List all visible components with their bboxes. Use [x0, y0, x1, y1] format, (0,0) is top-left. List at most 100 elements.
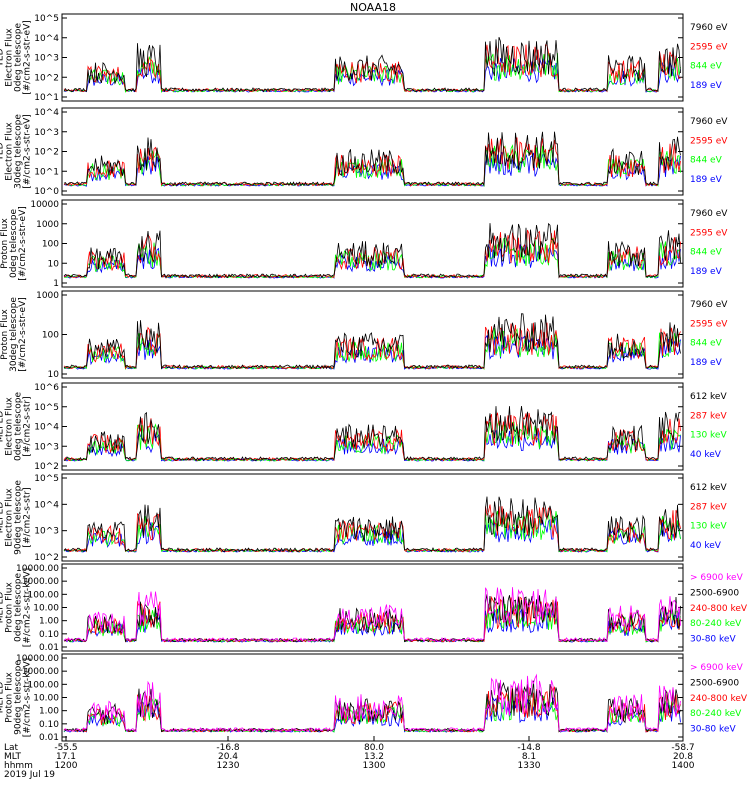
y-tick-label: 10.00: [33, 694, 59, 704]
legend-entry: 40 keV: [690, 450, 722, 460]
x-tick-label-mlt: 8.1: [522, 752, 536, 762]
x-row-label: MLT: [4, 752, 22, 762]
y-tick-label: 10^6: [34, 383, 59, 393]
x-tick-label-hhmm: 1330: [518, 761, 541, 771]
y-tick-label: 1000: [36, 220, 59, 230]
legend-entry: 844 eV: [690, 62, 723, 72]
legend-entry: 2595 eV: [690, 42, 728, 52]
y-tick-label: 100.00: [28, 680, 60, 690]
legend-entry: 2595 eV: [690, 136, 728, 146]
y-axis-label: MEPEDElectron Flux90deg telescope[#/cm2-…: [0, 480, 33, 555]
y-tick-label: 0.01: [39, 733, 59, 743]
series-trace-black: [63, 496, 681, 553]
y-tick-label: 10^3: [34, 527, 59, 537]
legend-entry: 130 keV: [690, 431, 727, 441]
y-tick-label: 10000.00: [16, 654, 59, 664]
legend-entry: 7960 eV: [690, 117, 728, 127]
series-trace-green: [63, 144, 681, 188]
y-axis-label: Proton Flux0deg telescope[#/cm2-s-str-eV…: [0, 206, 28, 281]
legend-entry: 80-240 keV: [690, 709, 742, 719]
panel-8: 0.01 0.10 1.00 10.00 100.00 1000.00 10000.00ME…: [0, 653, 748, 743]
panel-frame: [61, 107, 684, 196]
panel-frame: [61, 382, 684, 471]
y-tick-label: 1000.00: [22, 667, 59, 677]
x-tick-label-lat: -55.5: [54, 743, 77, 753]
x-tick-label-mlt: 13.2: [364, 752, 384, 762]
series-trace-black: [63, 313, 681, 370]
y-tick-label: 10: [48, 259, 60, 269]
legend-entry: 189 eV: [690, 175, 723, 185]
legend-entry: 40 keV: [690, 541, 722, 551]
y-tick-label: 0.10: [39, 630, 59, 640]
panel-7: 0.01 0.10 1.00 10.00 100.00 1000.00 10000.00ME…: [0, 563, 748, 653]
y-tick-label: 10^2: [34, 553, 59, 563]
y-tick-label: 10^4: [34, 34, 59, 44]
series-trace-blue: [63, 517, 681, 553]
y-tick-label: 100: [42, 240, 59, 250]
y-tick-label: 10^3: [34, 442, 59, 452]
legend-entry: 130 keV: [690, 522, 727, 532]
chart-title: NOAA18: [350, 1, 396, 14]
x-tick-label-mlt: 17.1: [56, 752, 76, 762]
y-axis-label: MEPEDProton Flux0deg telescope[#/cm2-s-s…: [0, 568, 33, 647]
y-tick-label: 10^2: [34, 148, 59, 158]
series-trace-magenta: [63, 587, 681, 643]
series-trace-black: [64, 406, 681, 462]
y-axis-label: MEPEDElectron Flux0deg telescope[#/cm2-s…: [0, 392, 33, 462]
series-trace-blue: [63, 427, 681, 462]
y-tick-label: 0.01: [39, 643, 59, 653]
x-row-label: Lat: [4, 743, 19, 753]
x-row-label: 2019 Jul 19: [4, 770, 55, 780]
x-tick-label-lat: -58.7: [671, 743, 694, 753]
legend-entry: 844 eV: [690, 156, 723, 166]
legend-entry: 2595 eV: [690, 319, 728, 329]
y-tick-label: 10^2: [34, 462, 59, 472]
y-tick-label: 10.00: [33, 604, 59, 614]
x-tick-label-hhmm: 1230: [217, 761, 240, 771]
legend-entry: 189 eV: [690, 267, 723, 277]
series-trace-black: [63, 594, 681, 643]
y-tick-label: 10: [48, 370, 60, 380]
legend-entry: 7960 eV: [690, 23, 728, 33]
panel-frame: [61, 653, 684, 742]
panel-4: 10 100 1000 Proton Flux30deg telescope[#/cm…: [0, 290, 728, 380]
series-trace-blue: [63, 334, 681, 370]
legend-entry: 80-240 keV: [690, 619, 742, 629]
x-tick-label-lat: -14.8: [517, 743, 541, 753]
series-trace-magenta: [63, 673, 681, 733]
y-tick-label: 10000.00: [16, 564, 59, 574]
y-tick-label: 10^4: [34, 108, 59, 118]
y-tick-label: 10^1: [34, 167, 59, 177]
legend-entry: 612 keV: [690, 483, 727, 493]
legend-entry: 287 keV: [690, 502, 727, 512]
y-axis-label: TEDElectron Flux0deg telescope[#/cm2-s-s…: [0, 20, 33, 95]
y-tick-label: 0.10: [39, 720, 59, 730]
legend-entry: 844 eV: [690, 339, 723, 349]
y-tick-label: 10^5: [34, 14, 59, 24]
y-tick-label: 10^3: [34, 54, 59, 64]
legend-entry: 30-80 keV: [690, 725, 736, 735]
panel-frame: [61, 290, 684, 379]
legend-entry: > 6900 keV: [690, 663, 744, 673]
legend-entry: 189 eV: [690, 81, 723, 91]
y-tick-label: 100: [42, 331, 59, 341]
legend-entry: 2500-6900: [690, 588, 739, 598]
y-tick-label: 1000: [36, 291, 59, 301]
panel-frame: [61, 199, 684, 288]
legend-entry: 189 eV: [690, 358, 723, 368]
panel-frame: [61, 13, 684, 102]
legend-entry: 240-800 keV: [690, 694, 748, 704]
x-row-label: hhmm: [4, 761, 33, 771]
y-tick-label: 1: [53, 279, 59, 289]
legend-entry: 612 keV: [690, 392, 727, 402]
legend-entry: 7960 eV: [690, 300, 728, 310]
series-trace-red: [64, 504, 681, 553]
